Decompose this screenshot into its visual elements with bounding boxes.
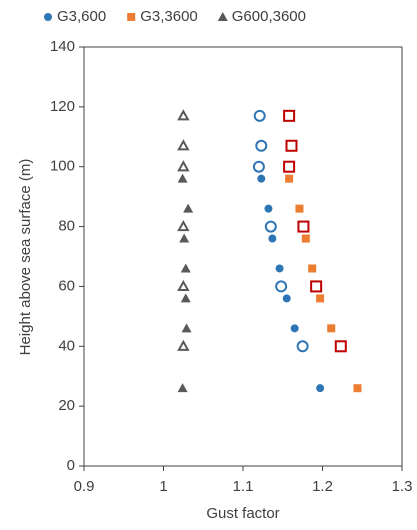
point [285, 139, 298, 152]
point [177, 139, 190, 151]
point [301, 234, 310, 243]
point [283, 160, 296, 173]
legend-marker [127, 13, 136, 21]
y-tick-label: 140 [50, 38, 75, 55]
point [180, 293, 191, 303]
x-tick-label: 0.9 [74, 478, 95, 495]
legend-marker [217, 12, 228, 21]
y-tick-label: 100 [50, 158, 75, 175]
point [180, 263, 191, 273]
y-tick-label: 0 [67, 457, 75, 474]
point [275, 264, 284, 273]
point [296, 340, 309, 353]
x-tick-label: 1 [159, 478, 167, 495]
x-axis-label: Gust factor [206, 505, 279, 522]
point [177, 160, 190, 172]
point [264, 220, 277, 233]
point [316, 384, 325, 393]
point [177, 279, 190, 292]
y-tick-label: 80 [58, 218, 75, 235]
point [255, 139, 268, 152]
legend-marker [44, 13, 52, 21]
point [264, 204, 273, 213]
y-tick-label: 60 [58, 277, 75, 294]
y-axis-label: Height above sea surface (m) [17, 159, 34, 356]
point [290, 324, 299, 333]
point [179, 233, 190, 243]
point [282, 294, 291, 303]
legend-label: G600,3600 [232, 8, 306, 25]
point [181, 323, 192, 333]
point [177, 109, 190, 121]
point [177, 220, 190, 232]
legend-label: G3,600 [57, 8, 106, 25]
point [297, 220, 310, 233]
plot-frame [83, 46, 403, 467]
point [275, 280, 288, 293]
point [316, 294, 325, 303]
x-tick-label: 1.1 [233, 478, 254, 495]
point [253, 109, 266, 122]
point [327, 324, 336, 333]
y-tick-label: 20 [58, 397, 75, 414]
x-tick-label: 1.2 [312, 478, 333, 495]
point [295, 204, 304, 213]
point [177, 339, 190, 351]
point [183, 203, 194, 213]
point [177, 383, 188, 393]
x-tick-label: 1.3 [392, 478, 413, 495]
point [268, 234, 277, 243]
point [285, 174, 294, 183]
point [283, 109, 296, 122]
point [257, 174, 266, 183]
point [177, 173, 188, 183]
y-tick-label: 120 [50, 98, 75, 115]
point [310, 280, 323, 293]
point [308, 264, 317, 273]
y-tick-label: 40 [58, 337, 75, 354]
legend-label: G3,3600 [140, 8, 198, 25]
point [252, 160, 265, 173]
point [353, 384, 362, 393]
point [334, 340, 347, 353]
